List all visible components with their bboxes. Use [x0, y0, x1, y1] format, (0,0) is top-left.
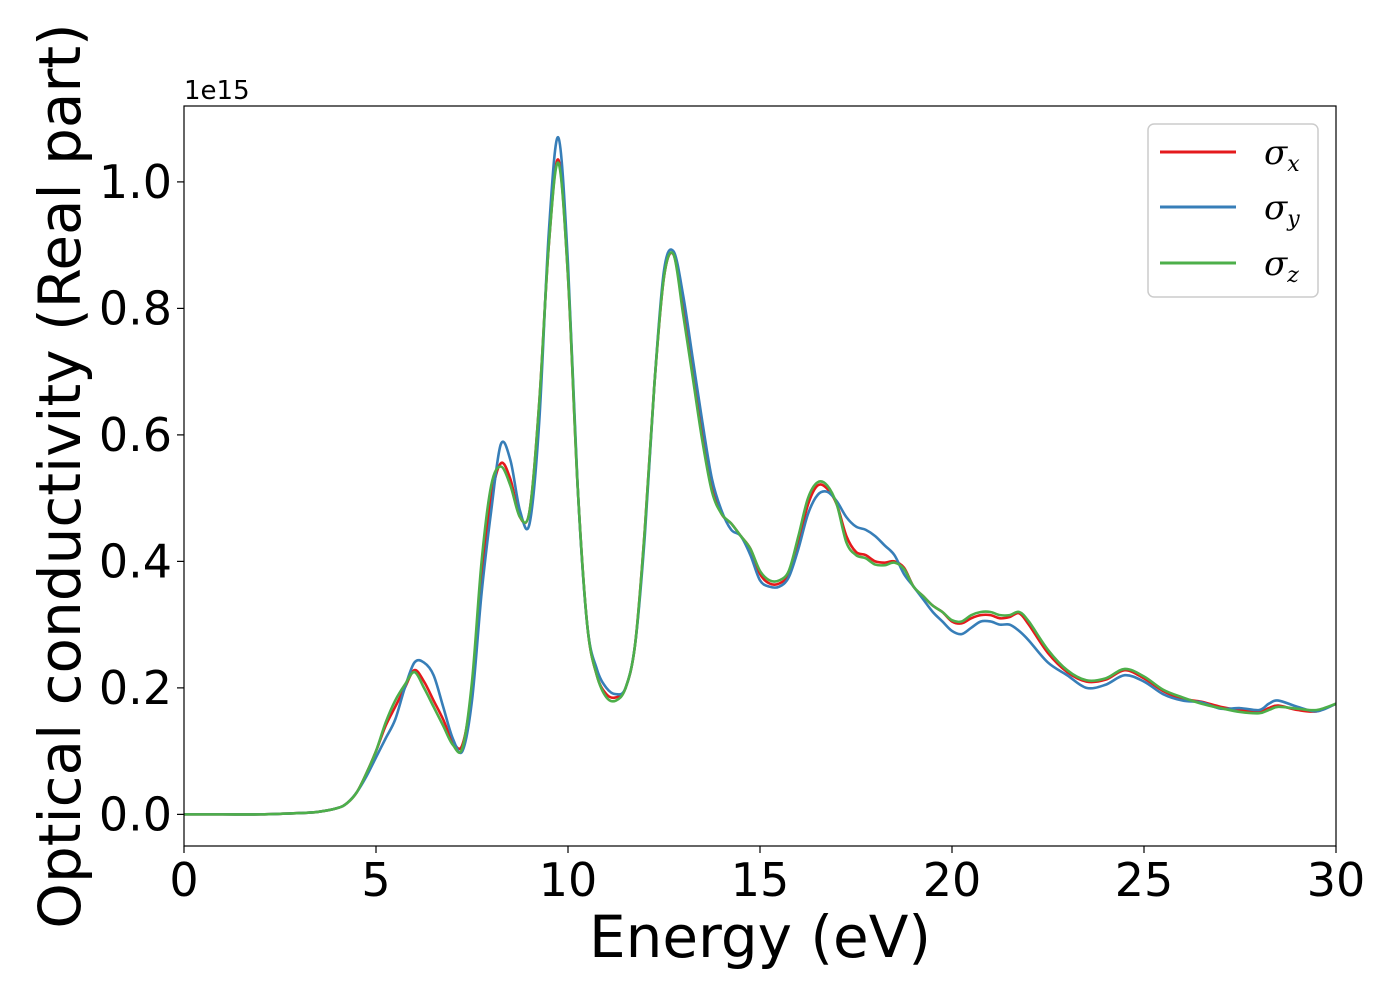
y-tick-label: 0.4: [99, 534, 172, 588]
y-axis-label: Optical conductivity (Real part): [26, 23, 94, 928]
series-layer: [184, 136, 1336, 816]
series-sigma-z: [184, 161, 1336, 816]
x-axis: 0 5 10 15 20 25 30: [169, 846, 1365, 907]
x-tick-label: 5: [361, 853, 390, 907]
y-tick-label: 0.2: [99, 661, 172, 715]
y-tick-label: 0.6: [99, 408, 172, 462]
x-axis-label: Energy (eV): [589, 903, 931, 971]
legend-label-sigma-x: σx: [1264, 133, 1300, 177]
legend-label-sigma-y: σy: [1264, 188, 1300, 232]
x-tick-label: 25: [1115, 853, 1174, 907]
y-axis: 0.0 0.2 0.4 0.6 0.8 1.0: [99, 155, 184, 841]
x-tick-label: 20: [923, 853, 982, 907]
x-tick-label: 15: [731, 853, 790, 907]
legend-label-sigma-z: σz: [1264, 244, 1299, 288]
legend-item-sigma-y: σy: [1160, 188, 1300, 232]
x-tick-label: 0: [169, 853, 198, 907]
legend-item-sigma-x: σx: [1160, 133, 1300, 177]
legend: σx σy σz: [1147, 123, 1319, 298]
y-tick-label: 1.0: [99, 155, 172, 209]
y-tick-label: 0.0: [99, 787, 172, 841]
x-tick-label: 30: [1307, 853, 1366, 907]
legend-frame: [1147, 123, 1319, 298]
legend-item-sigma-z: σz: [1160, 244, 1299, 288]
y-tick-label: 0.8: [99, 281, 172, 335]
series-sigma-y: [184, 136, 1336, 816]
y-offset-label: 1e15: [184, 76, 250, 106]
x-tick-label: 10: [539, 853, 598, 907]
